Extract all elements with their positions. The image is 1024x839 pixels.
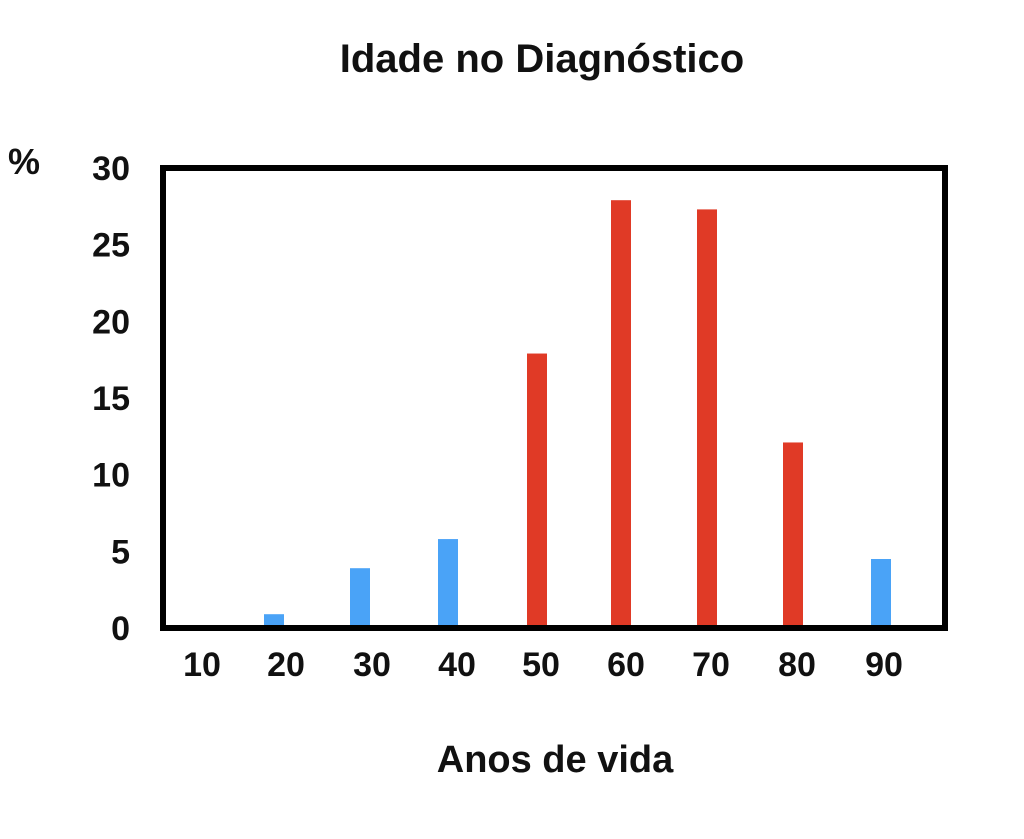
x-axis-label: Anos de vida xyxy=(437,739,674,781)
y-tick-label: 30 xyxy=(92,150,130,188)
bar-30 xyxy=(350,568,370,628)
x-tick-label: 40 xyxy=(438,646,476,684)
y-axis-label: % xyxy=(8,141,40,182)
x-tick-label: 70 xyxy=(692,646,730,684)
y-tick-label: 10 xyxy=(92,457,130,495)
x-tick-label: 60 xyxy=(607,646,645,684)
bar-40 xyxy=(438,539,458,628)
plot-frame xyxy=(160,165,948,631)
bar-70 xyxy=(697,209,717,628)
y-tick-label: 5 xyxy=(111,533,130,571)
y-tick-label: 20 xyxy=(92,303,130,341)
x-tick-label: 20 xyxy=(267,646,305,684)
bar-60 xyxy=(611,200,631,628)
y-tick-label: 0 xyxy=(111,610,130,648)
bars xyxy=(264,200,891,628)
bar-50 xyxy=(527,353,547,628)
y-tick-label: 25 xyxy=(92,227,130,265)
x-tick-labels: 10 20 30 40 50 60 70 80 90 xyxy=(183,646,903,684)
x-tick-label: 80 xyxy=(778,646,816,684)
bar-20 xyxy=(264,614,284,628)
x-tick-label: 10 xyxy=(183,646,221,684)
chart-title: Idade no Diagnóstico xyxy=(340,37,744,81)
bar-90 xyxy=(871,559,891,628)
y-tick-label: 15 xyxy=(92,380,130,418)
y-tick-labels: 0 5 10 15 20 25 30 xyxy=(92,150,130,648)
x-tick-label: 50 xyxy=(522,646,560,684)
x-tick-label: 90 xyxy=(865,646,903,684)
x-tick-label: 30 xyxy=(353,646,391,684)
bar-80 xyxy=(783,442,803,628)
